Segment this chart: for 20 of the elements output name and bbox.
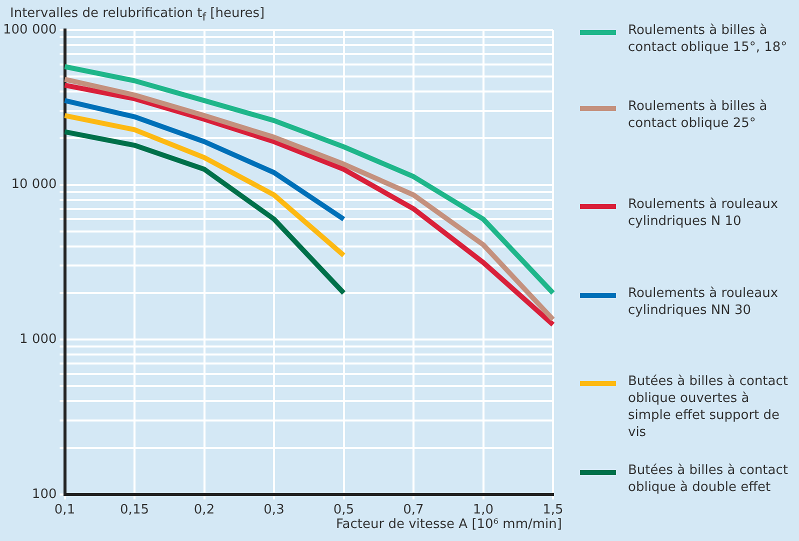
y-tick-label: 100 <box>32 486 57 502</box>
legend-label: Roulements à billes à contact oblique 25° <box>628 98 768 132</box>
x-tick-label: 0,7 <box>403 502 424 518</box>
x-tick-label: 0,3 <box>264 502 284 518</box>
x-tick-label: 1,0 <box>472 502 494 518</box>
x-axis-title: Facteur de vitesse A [10⁶ mm/min] <box>336 517 562 532</box>
x-tick-label: 0,1 <box>54 502 76 518</box>
legend-label: Roulements à rouleaux cylindriques NN 30 <box>628 285 780 319</box>
y-tick-label: 100 000 <box>2 22 57 38</box>
y-axis-title: Intervalles de relubrification t$_{f}$ [heures] <box>10 6 265 24</box>
legend-label: Butées à billes à contact oblique ouvertes à simple effet support de vis <box>628 373 789 441</box>
legend-label: Butées à billes à contact oblique à double effet <box>628 462 789 496</box>
x-tick-label: 0,2 <box>194 502 215 518</box>
x-tick-label: 1,5 <box>542 502 564 518</box>
y-tick-label: 10 000 <box>11 177 57 192</box>
legend-label: Roulements à billes à contact oblique 15°, 18° <box>628 22 788 56</box>
legend-label: Roulements à rouleaux cylindriques N 10 <box>628 196 780 230</box>
y-tick-label: 1 000 <box>20 332 57 347</box>
x-tick-label: 0,15 <box>120 502 149 518</box>
x-tick-label: 0,5 <box>333 502 354 518</box>
